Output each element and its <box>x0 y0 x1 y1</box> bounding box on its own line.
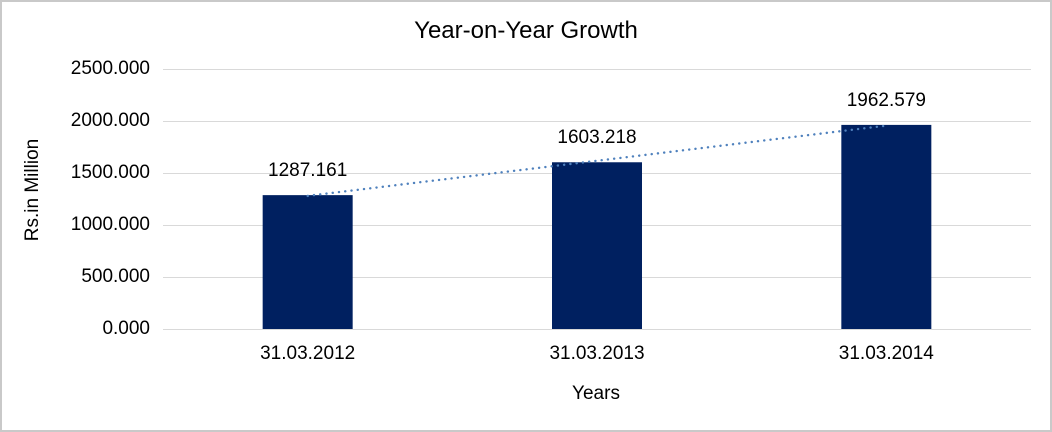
x-axis-title: Years <box>572 383 620 404</box>
category-label: 31.03.2012 <box>260 343 356 364</box>
category-label: 31.03.2014 <box>838 343 934 364</box>
chart-title: Year-on-Year Growth <box>414 17 638 44</box>
y-tick-label: 0.000 <box>102 318 150 339</box>
y-tick-label: 500.000 <box>81 266 150 287</box>
y-tick-label: 1500.000 <box>70 162 150 183</box>
bar-31.03.2013[interactable] <box>552 162 642 329</box>
y-tick-label: 2000.000 <box>70 110 150 131</box>
y-tick-label: 1000.000 <box>70 214 150 235</box>
bar-31.03.2012[interactable] <box>262 195 353 329</box>
category-label: 31.03.2013 <box>549 343 645 364</box>
y-tick-label: 2500.000 <box>70 58 150 79</box>
bar-31.03.2014[interactable] <box>841 124 932 329</box>
bar-value-label: 1287.161 <box>268 160 348 182</box>
bar-value-label: 1962.579 <box>846 89 926 111</box>
bar-value-label: 1603.218 <box>557 127 637 149</box>
trendline[interactable] <box>306 124 888 198</box>
